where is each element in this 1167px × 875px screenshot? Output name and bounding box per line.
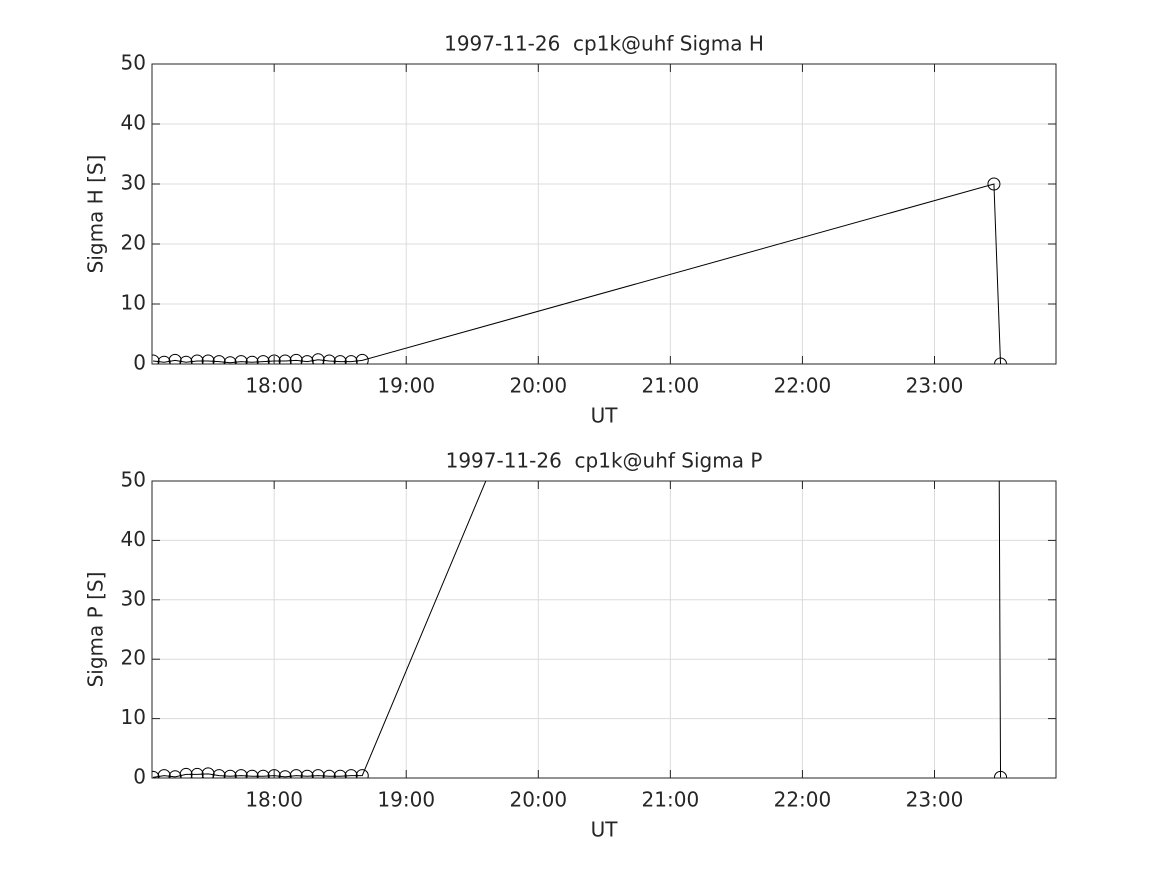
data-point	[300, 769, 314, 778]
data-point	[168, 770, 182, 778]
data-point	[234, 769, 248, 778]
data-point	[212, 355, 226, 364]
data-point	[333, 769, 347, 778]
x-tick-label: 23:00	[906, 788, 964, 812]
data-point	[190, 767, 204, 778]
y-tick-label: 20	[121, 231, 146, 255]
y-axis-label: Sigma P [S]	[84, 572, 108, 688]
y-tick-label: 10	[121, 705, 146, 729]
x-tick-label: 20:00	[509, 788, 567, 812]
data-point	[322, 354, 336, 364]
axes-frame	[151, 480, 1057, 779]
x-axis-label: UT	[591, 404, 619, 428]
data-point	[289, 353, 303, 364]
data-point	[994, 357, 1008, 364]
data-point	[267, 354, 281, 364]
data-point	[994, 770, 1008, 778]
x-tick-label: 20:00	[509, 374, 567, 398]
data-point	[355, 769, 369, 778]
data-point	[333, 355, 347, 364]
y-tick-label: 50	[121, 51, 146, 75]
data-point	[344, 769, 358, 778]
data-point	[267, 769, 281, 778]
x-axis-label: UT	[591, 818, 619, 842]
y-tick-label: 10	[121, 291, 146, 315]
y-tick-label: 30	[121, 171, 146, 195]
x-tick-label: 18:00	[245, 374, 303, 398]
data-point	[355, 353, 369, 364]
y-tick-label: 0	[133, 351, 146, 375]
data-point	[987, 177, 1001, 191]
subplot: 18:00 19:00 20:00 21:00 22:00 23:00 0 10 20 30 40 5…	[84, 449, 1057, 842]
data-point	[344, 355, 358, 364]
data-line	[153, 183, 1002, 364]
plot-area	[152, 177, 1008, 364]
data-point	[256, 769, 270, 778]
data-point	[322, 769, 336, 778]
x-tick-label: 19:00	[377, 374, 435, 398]
x-tick-label: 21:00	[642, 374, 700, 398]
y-tick-label: 0	[133, 765, 146, 789]
data-point	[289, 769, 303, 778]
x-tick-label: 19:00	[377, 788, 435, 812]
chart-title: 1997-11-26 cp1k@uhf Sigma H	[444, 32, 764, 56]
data-point	[245, 769, 259, 778]
data-point	[152, 354, 160, 364]
data-point	[300, 355, 314, 364]
plot-area	[152, 481, 1008, 778]
data-point	[278, 770, 292, 778]
data-point	[201, 767, 215, 778]
data-point	[311, 353, 325, 364]
data-point	[190, 354, 204, 364]
data-point	[168, 353, 182, 364]
x-tick-label: 23:00	[906, 374, 964, 398]
data-point	[179, 767, 193, 778]
subplot: 18:00 19:00 20:00 21:00 22:00 23:00 0 10 20 30 40 5…	[84, 32, 1057, 428]
x-tick-label: 21:00	[642, 788, 700, 812]
x-tick-label: 22:00	[774, 374, 832, 398]
x-tick-label: 22:00	[774, 788, 832, 812]
data-point	[152, 770, 160, 778]
data-point	[223, 769, 237, 778]
y-axis-label: Sigma H [S]	[84, 155, 108, 274]
y-tick-label: 40	[121, 111, 146, 135]
axes-frame	[151, 63, 1057, 365]
data-point	[278, 354, 292, 364]
chart-title: 1997-11-26 cp1k@uhf Sigma P	[446, 449, 763, 473]
data-point	[157, 355, 171, 364]
y-tick-label: 30	[121, 586, 146, 610]
data-point	[179, 355, 193, 364]
data-point	[311, 769, 325, 778]
data-point	[245, 355, 259, 364]
y-tick-label: 50	[121, 468, 146, 492]
x-tick-label: 18:00	[245, 788, 303, 812]
data-point	[157, 769, 171, 778]
data-point	[234, 355, 248, 364]
data-point	[201, 354, 215, 364]
y-tick-label: 20	[121, 646, 146, 670]
data-point	[223, 356, 237, 364]
data-point	[256, 355, 270, 364]
y-tick-label: 40	[121, 527, 146, 551]
data-point	[212, 769, 226, 778]
